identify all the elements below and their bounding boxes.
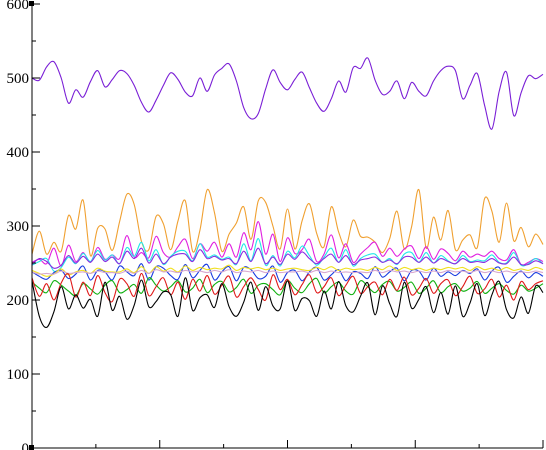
series-line-5 <box>31 247 544 269</box>
series-line-6 <box>31 263 544 283</box>
y-tick-label: 600 <box>7 0 30 13</box>
series-layer <box>31 57 544 328</box>
corner-marker-origin <box>29 445 34 450</box>
series-line-2 <box>31 188 544 257</box>
series-line-3 <box>31 221 544 267</box>
series-line-7 <box>31 264 544 277</box>
y-tick-label: 500 <box>7 71 30 87</box>
labels-layer: 0 100 200 300 400 500 600 <box>7 0 30 450</box>
y-tick-label: 100 <box>7 367 30 383</box>
series-line-11 <box>31 277 544 328</box>
axes-layer <box>29 1 544 450</box>
series-line-1 <box>31 57 544 130</box>
y-tick-label: 0 <box>22 441 30 450</box>
series-line-8 <box>31 269 544 275</box>
corner-marker-top <box>29 1 34 6</box>
y-tick-label: 400 <box>7 145 30 161</box>
series-line-10 <box>31 272 544 303</box>
y-tick-label: 200 <box>7 293 30 309</box>
y-tick-label: 300 <box>7 219 30 235</box>
